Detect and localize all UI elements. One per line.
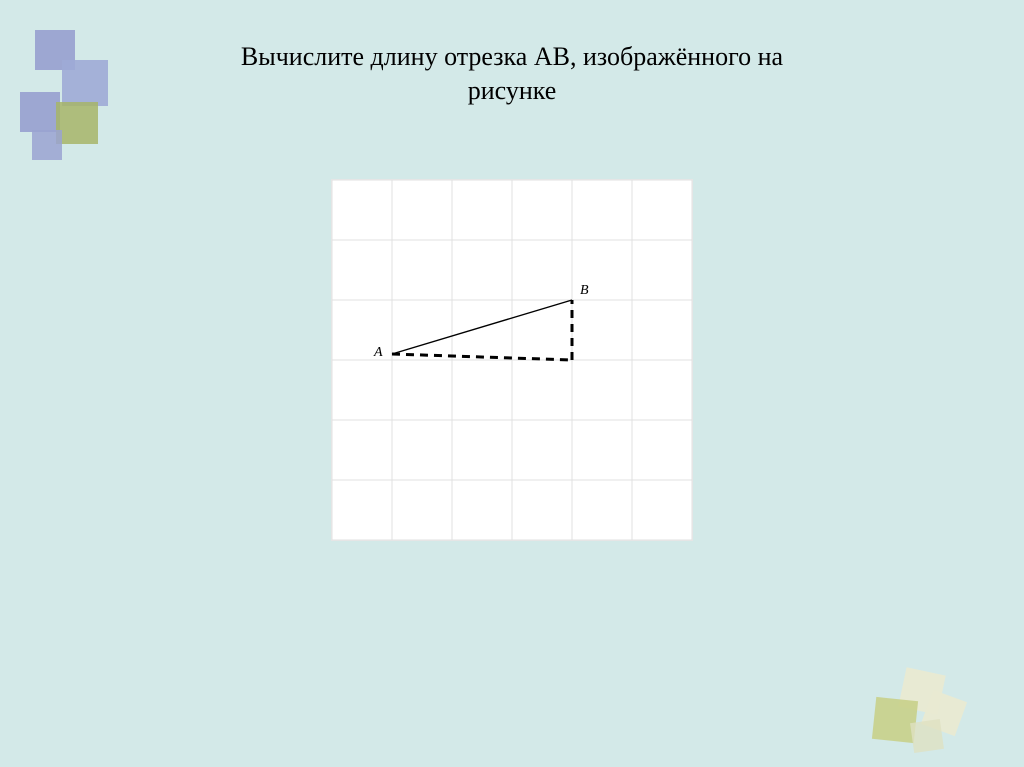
decoration-top-left — [20, 30, 140, 170]
title-line-1: Вычислите длину отрезка АВ, изображённог… — [241, 42, 783, 71]
title-line-2: рисунке — [468, 76, 557, 105]
decoration-bottom-right — [844, 637, 994, 757]
svg-text:B: B — [580, 283, 589, 298]
grid-svg: AB — [332, 180, 692, 540]
page-title: Вычислите длину отрезка АВ, изображённог… — [0, 40, 1024, 108]
svg-text:A: A — [373, 345, 383, 360]
geometry-grid: AB — [332, 180, 692, 540]
